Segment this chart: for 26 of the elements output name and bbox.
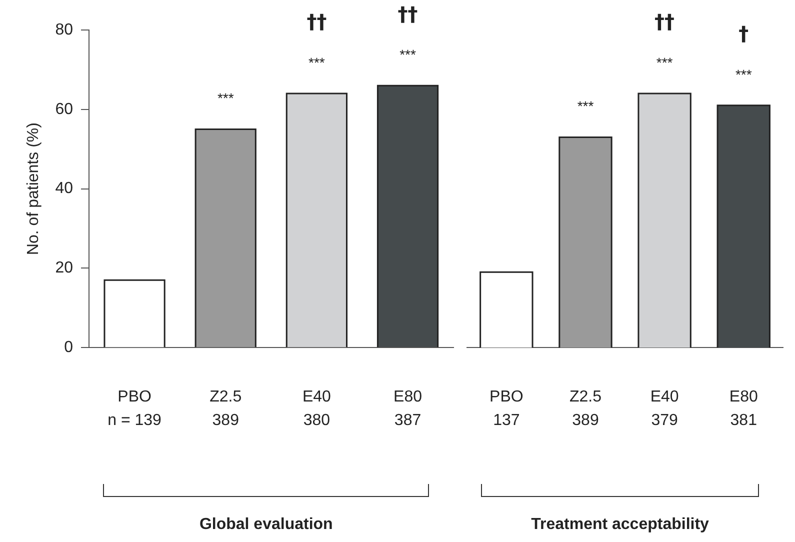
- x-tick-label: PBO 137: [490, 388, 524, 429]
- x-axis-title: Global evaluation: [198, 516, 334, 534]
- annotation: ***: [735, 66, 752, 82]
- annotation: ***: [217, 90, 234, 106]
- annotation: ***: [308, 54, 326, 70]
- x-tick-label: PBO n = 139: [108, 388, 162, 429]
- annotation: ††: [398, 2, 418, 26]
- x-tick-label: Z2.5 389: [210, 388, 242, 429]
- y-tick-label: 80: [55, 21, 74, 38]
- y-axis-title: No. of patients (%): [25, 122, 42, 256]
- x-tick-label: E80 381: [729, 388, 758, 429]
- x-axis-title: Treatment acceptability: [530, 516, 710, 534]
- x-tick-label: Z2.5 389: [569, 388, 602, 429]
- annotation: ***: [577, 98, 594, 114]
- y-tick-label: 20: [55, 260, 74, 277]
- y-tick-label: 40: [55, 180, 74, 198]
- annotation: ***: [656, 54, 674, 70]
- x-tick-label: E80 387: [394, 388, 422, 429]
- x-tick-label: E40 379: [650, 388, 679, 429]
- y-tick-label: 60: [55, 100, 74, 118]
- annotation: ††: [654, 10, 675, 34]
- annotation: ***: [400, 46, 416, 62]
- annotation: ††: [306, 10, 327, 34]
- x-tick-label: E40 380: [302, 388, 332, 429]
- y-tick-label: 0: [64, 339, 74, 356]
- annotation: †: [738, 22, 749, 46]
